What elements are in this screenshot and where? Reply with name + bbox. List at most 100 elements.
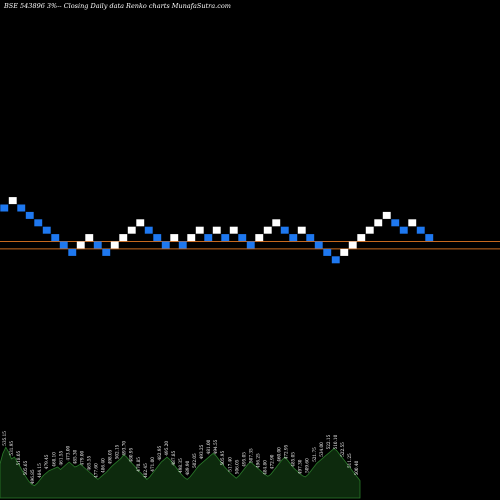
renko-brick-up [187,234,196,242]
volume-label: 489.90 [185,460,190,475]
volume-label: 468.10 [51,452,56,467]
renko-brick-up [110,241,119,249]
volume-label: 496.25 [255,453,260,468]
volume-label: 479.00 [79,451,84,466]
renko-brick-down [59,241,68,249]
volume-label: 531.95 [9,441,14,456]
renko-brick-down [0,204,9,212]
renko-brick-down [416,226,425,234]
volume-label: 495.20 [164,441,169,456]
renko-brick-up [272,219,281,227]
volume-label: 511.25 [347,453,352,468]
renko-brick-up [408,219,417,227]
volume-area [0,446,361,499]
renko-brick-up [229,226,238,234]
volume-label: 460.00 [277,447,282,462]
renko-bricks [0,197,434,264]
renko-brick-up [374,219,383,227]
renko-brick-up [195,226,204,234]
volume-label: 505.65 [23,460,28,475]
renko-brick-down [93,241,102,249]
volume-label: 471.00 [150,457,155,472]
renko-brick-down [153,234,162,242]
volume-label: 521.75 [312,447,317,462]
renko-brick-up [136,219,145,227]
volume-label: 502.15 [115,444,120,459]
renko-brick-down [391,219,400,227]
volume-label: 487.85 [171,451,176,466]
volume-label: 518.05 [16,451,21,466]
volume-label: 507.35 [248,448,253,463]
volume-label: 505.95 [220,451,225,466]
volume-label: 522.55 [340,442,345,457]
renko-brick-down [204,234,213,242]
renko-brick-up [348,241,357,249]
renko-brick-up [263,226,272,234]
volume-label: 486.40 [101,458,106,473]
renko-brick-down [280,226,289,234]
renko-brick-down [246,241,255,249]
volume-label: 535.15 [2,431,7,446]
renko-brick-up [170,234,179,242]
volume-label: 534.00 [319,442,324,457]
renko-brick-down [102,248,111,256]
renko-brick-up [127,226,136,234]
volume-label: 510.10 [333,434,338,449]
renko-brick-down [331,256,340,264]
renko-brick-down [42,226,51,234]
volume-label: 496.85 [30,469,35,484]
renko-brick-up [365,226,374,234]
renko-brick-up [8,197,17,205]
renko-brick-up [212,226,221,234]
renko-brick-down [161,241,170,249]
renko-brick-down [17,204,26,212]
volume-label: 494.55 [213,439,218,454]
volume-label: 482.45 [143,463,148,478]
volume-label: 495.05 [241,452,246,467]
renko-brick-up [340,248,349,256]
volume-label: 461.55 [58,451,63,466]
volume-label: 502.05 [192,453,197,468]
renko-brick-up [357,234,366,242]
volume-label: 485.30 [72,449,77,464]
volume-label: 498.35 [178,458,183,473]
volume-label: 493.25 [199,444,204,459]
renko-brick-down [68,248,77,256]
renko-brick-down [289,234,298,242]
volume-label: 480.95 [129,447,134,462]
renko-brick-down [34,219,43,227]
renko-brick-up [85,234,94,242]
volume-label: 477.60 [94,463,99,478]
volume-label: 479.45 [44,454,49,469]
renko-brick-down [178,241,187,249]
renko-brick-down [314,241,323,249]
chart-title: BSE 543896 3%-- Closing Daily data Renko… [3,2,231,10]
volume-label: 473.00 [65,446,70,461]
volume-label: 472.95 [284,444,289,459]
volume-label: 498.05 [108,449,113,464]
renko-brick-down [323,248,332,256]
volume-label: 522.15 [326,434,331,449]
volume-area-shape [0,446,361,499]
volume-label: 497.30 [298,459,303,474]
volume-label: 470.85 [136,457,141,472]
volume-label: 465.55 [87,456,92,471]
renko-brick-up [297,226,306,234]
renko-brick-up [76,241,85,249]
renko-brick-up [119,234,128,242]
renko-brick-down [221,234,230,242]
renko-brick-down [144,226,153,234]
renko-brick-down [238,234,247,242]
volume-label: 493.70 [122,441,127,456]
renko-brick-up [255,234,264,242]
volume-label: 509.60 [305,458,310,473]
renko-brick-down [51,234,60,242]
volume-label: 506.05 [234,459,239,474]
volume-label: 481.00 [206,439,211,454]
renko-brick-down [425,234,434,242]
volume-label: 482.95 [157,446,162,461]
renko-brick-down [25,211,34,219]
